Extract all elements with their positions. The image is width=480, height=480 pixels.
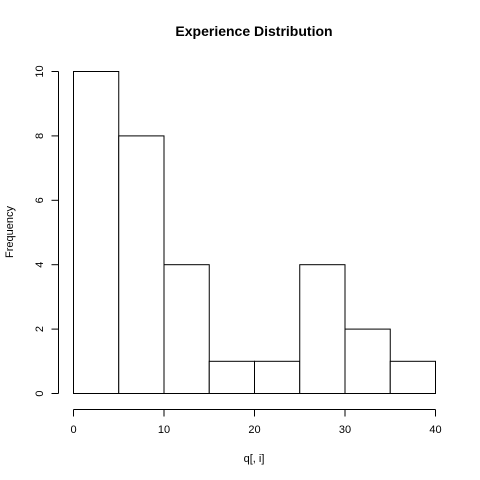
histogram-bar-7 bbox=[389, 360, 436, 394]
chart-title: Experience Distribution bbox=[175, 23, 332, 39]
x-axis-label: q[, i] bbox=[244, 453, 265, 465]
y-tick-label-1: 2 bbox=[34, 326, 46, 332]
histogram-bar-5 bbox=[299, 264, 346, 395]
histogram-bar-3 bbox=[208, 360, 255, 394]
histogram-bar-6 bbox=[344, 328, 391, 395]
x-tick-label-0: 0 bbox=[70, 424, 76, 436]
bars-layer bbox=[73, 71, 436, 395]
y-tick-label-0: 0 bbox=[34, 390, 46, 396]
x-tick-label-1: 10 bbox=[158, 424, 170, 436]
histogram-bar-1 bbox=[118, 135, 165, 394]
histogram-bar-2 bbox=[163, 264, 210, 395]
y-tick-label-2: 4 bbox=[34, 262, 46, 268]
histogram-bar-4 bbox=[254, 360, 301, 394]
axes-layer: 0 10 20 30 40 0 2 4 6 8 10 bbox=[34, 65, 442, 436]
x-tick-label-2: 20 bbox=[248, 424, 260, 436]
histogram-bar-0 bbox=[73, 71, 120, 394]
y-tick-label-5: 10 bbox=[34, 65, 46, 77]
y-tick-label-4: 8 bbox=[34, 133, 46, 139]
x-tick-label-4: 40 bbox=[429, 424, 441, 436]
x-tick-label-3: 30 bbox=[339, 424, 351, 436]
y-axis-label: Frequency bbox=[4, 206, 16, 258]
y-tick-label-3: 6 bbox=[34, 197, 46, 203]
